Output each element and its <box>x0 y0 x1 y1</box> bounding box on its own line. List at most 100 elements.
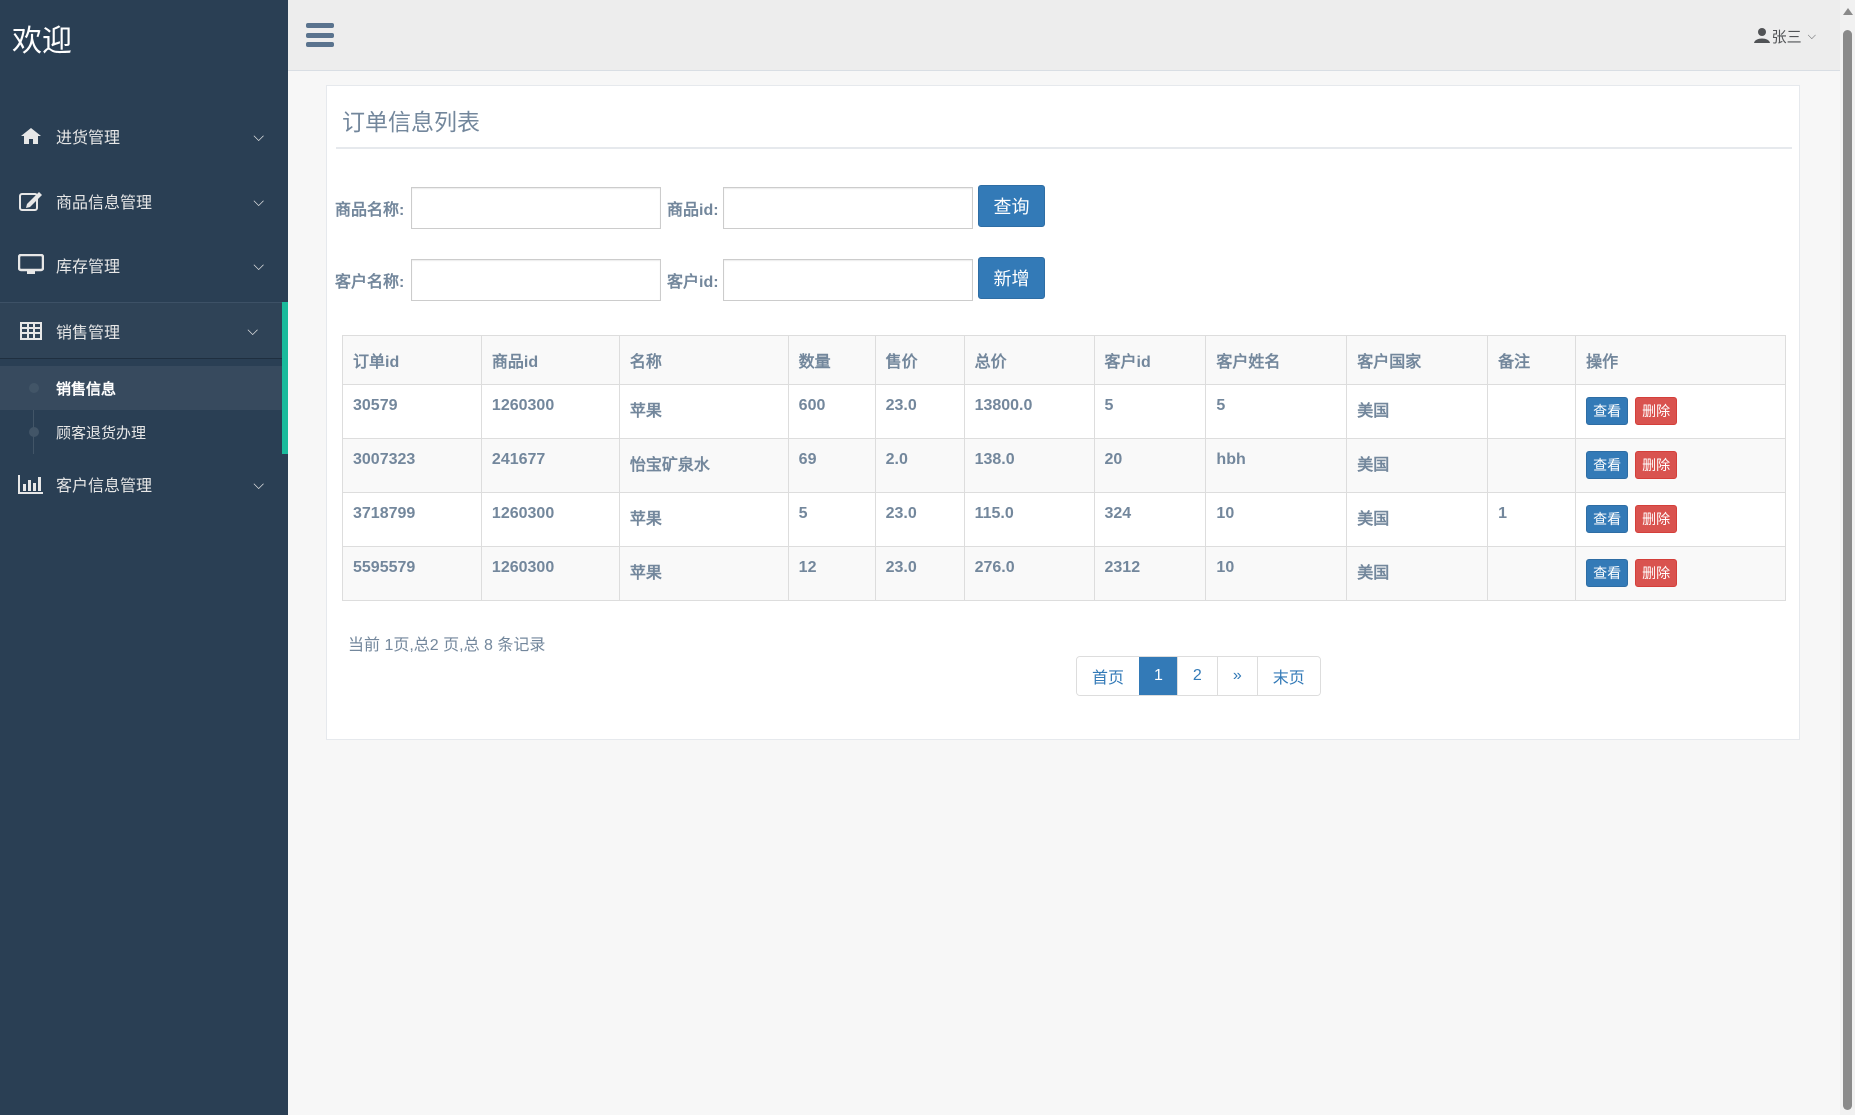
sidebar-subitem-sales-info[interactable]: 销售信息 <box>0 366 282 410</box>
user-name: 张三 <box>1771 29 1802 46</box>
sidebar-item-sales[interactable]: 销售管理 ⌵ <box>0 302 282 359</box>
user-menu[interactable]: 张三 ⌵ <box>1753 26 1816 47</box>
actions-cell: 查看 删除 <box>1575 492 1786 547</box>
view-button[interactable]: 查看 <box>1586 397 1629 425</box>
table-cell: 23.0 <box>874 384 965 439</box>
add-button[interactable]: 新增 <box>978 257 1045 299</box>
table-cell: 23.0 <box>874 492 965 547</box>
table-cell: 115.0 <box>963 492 1095 547</box>
delete-button[interactable]: 删除 <box>1635 397 1678 425</box>
page-title: 订单信息列表 <box>342 109 480 135</box>
table-row: 3718799 1260300 苹果 5 23.0 115.0 324 10 美国 1 查看 删除 <box>342 492 1786 547</box>
active-indicator <box>282 302 288 454</box>
table-row: 5595579 1260300 苹果 12 23.0 276.0 2312 10 美国 查看 删除 <box>342 546 1786 601</box>
delete-button[interactable]: 删除 <box>1635 505 1678 533</box>
column-header: 备注 <box>1487 335 1577 385</box>
table-cell: 324 <box>1093 492 1207 547</box>
page-2[interactable]: 2 <box>1176 657 1217 695</box>
table-row: 30579 1260300 苹果 600 23.0 13800.0 5 5 美国 查看 删除 <box>342 384 1786 439</box>
table-cell: 3007323 <box>342 438 482 493</box>
table-cell: 苹果 <box>618 384 789 439</box>
divider <box>336 147 1792 149</box>
table-header-row: 订单id 商品id 名称 数量 售价 总价 客户id 客户姓名 客户国家 备注 操作 <box>342 335 1786 385</box>
page-last[interactable]: 末页 <box>1256 657 1320 695</box>
sidebar-subitem-returns[interactable]: 顾客退货办理 <box>0 410 282 454</box>
sidebar-item-label: 客户信息管理 <box>56 478 153 495</box>
column-header: 订单id <box>342 335 482 385</box>
column-header: 名称 <box>618 335 789 385</box>
table-cell: 30579 <box>342 384 482 439</box>
customer-name-label: 客户名称: <box>335 274 405 291</box>
sidebar-item-products[interactable]: 商品信息管理 ⌵ <box>0 173 288 229</box>
column-header: 客户id <box>1093 335 1207 385</box>
table-cell: 5 <box>787 492 876 547</box>
delete-button[interactable]: 删除 <box>1635 559 1678 587</box>
table-cell: 苹果 <box>618 546 789 601</box>
actions-cell: 查看 删除 <box>1575 438 1786 493</box>
top-nav: 张三 ⌵ <box>288 0 1840 71</box>
product-id-label: 商品id: <box>667 202 719 219</box>
actions-cell: 查看 删除 <box>1575 546 1786 601</box>
page-first[interactable]: 首页 <box>1077 657 1140 695</box>
table-cell: 138.0 <box>963 438 1095 493</box>
table-cell: 1260300 <box>480 492 620 547</box>
view-button[interactable]: 查看 <box>1586 559 1629 587</box>
page-next[interactable]: » <box>1216 657 1257 695</box>
table-cell: 69 <box>787 438 876 493</box>
table-cell: 怡宝矿泉水 <box>618 438 789 493</box>
scroll-up-icon[interactable] <box>1843 8 1853 15</box>
table-cell: 2.0 <box>874 438 965 493</box>
orders-table: 订单id 商品id 名称 数量 售价 总价 客户id 客户姓名 客户国家 备注 操作 30579 12… <box>342 335 1786 601</box>
product-id-input[interactable] <box>723 187 973 229</box>
view-button[interactable]: 查看 <box>1586 451 1629 479</box>
submenu-line <box>33 366 34 454</box>
page-1[interactable]: 1 <box>1139 657 1177 695</box>
column-header: 数量 <box>787 335 876 385</box>
sidebar-item-label: 库存管理 <box>56 259 121 276</box>
table-cell: 美国 <box>1346 546 1489 601</box>
sidebar-item-customers[interactable]: 客户信息管理 ⌵ <box>0 456 288 512</box>
edit-icon <box>18 191 44 211</box>
pagination: 首页 1 2 » 末页 <box>1076 656 1321 696</box>
product-name-label: 商品名称: <box>335 202 405 219</box>
actions-cell: 查看 删除 <box>1575 384 1786 439</box>
customer-name-input[interactable] <box>411 259 661 301</box>
delete-button[interactable]: 删除 <box>1635 451 1678 479</box>
table-cell: 5 <box>1093 384 1207 439</box>
customer-id-label: 客户id: <box>667 274 719 291</box>
table-cell: 苹果 <box>618 492 789 547</box>
table-cell: 12 <box>787 546 876 601</box>
column-header: 总价 <box>963 335 1095 385</box>
table-cell: 1260300 <box>480 384 620 439</box>
menu-toggle-icon[interactable] <box>306 23 334 47</box>
product-name-input[interactable] <box>411 187 661 229</box>
table-cell: 5595579 <box>342 546 482 601</box>
chevron-down-icon: ⌵ <box>1807 30 1816 42</box>
chevron-down-icon: ⌵ <box>253 475 264 492</box>
table-cell: 1260300 <box>480 546 620 601</box>
table-cell: 5 <box>1205 384 1348 439</box>
table-cell: 10 <box>1205 546 1348 601</box>
sidebar-subitem-label: 销售信息 <box>56 380 117 398</box>
column-header: 操作 <box>1575 335 1786 385</box>
scrollbar-thumb[interactable] <box>1843 30 1852 1110</box>
scrollbar[interactable] <box>1840 0 1855 1115</box>
chevron-down-icon: ⌵ <box>253 127 264 144</box>
table-cell <box>1487 546 1577 601</box>
customer-id-input[interactable] <box>723 259 973 301</box>
chevron-down-icon: ⌵ <box>253 256 264 273</box>
chevron-down-icon: ⌵ <box>247 322 258 338</box>
sidebar-item-label: 进货管理 <box>56 130 121 147</box>
sidebar-item-purchase[interactable]: 进货管理 ⌵ <box>0 108 288 164</box>
table-cell: 600 <box>787 384 876 439</box>
table-cell <box>1487 438 1577 493</box>
query-button[interactable]: 查询 <box>978 185 1045 227</box>
table-cell: 1 <box>1487 492 1577 547</box>
sidebar-subitem-label: 顾客退货办理 <box>56 424 147 442</box>
table-cell: 10 <box>1205 492 1348 547</box>
view-button[interactable]: 查看 <box>1586 505 1629 533</box>
brand-title: 欢迎 <box>12 25 72 58</box>
sidebar: 欢迎 进货管理 ⌵ 商品信息管理 ⌵ 库存管理 ⌵ 销售管理 ⌵ 销售信息 顾客… <box>0 0 288 1115</box>
sidebar-item-inventory[interactable]: 库存管理 ⌵ <box>0 237 288 293</box>
table-cell: 美国 <box>1346 438 1489 493</box>
